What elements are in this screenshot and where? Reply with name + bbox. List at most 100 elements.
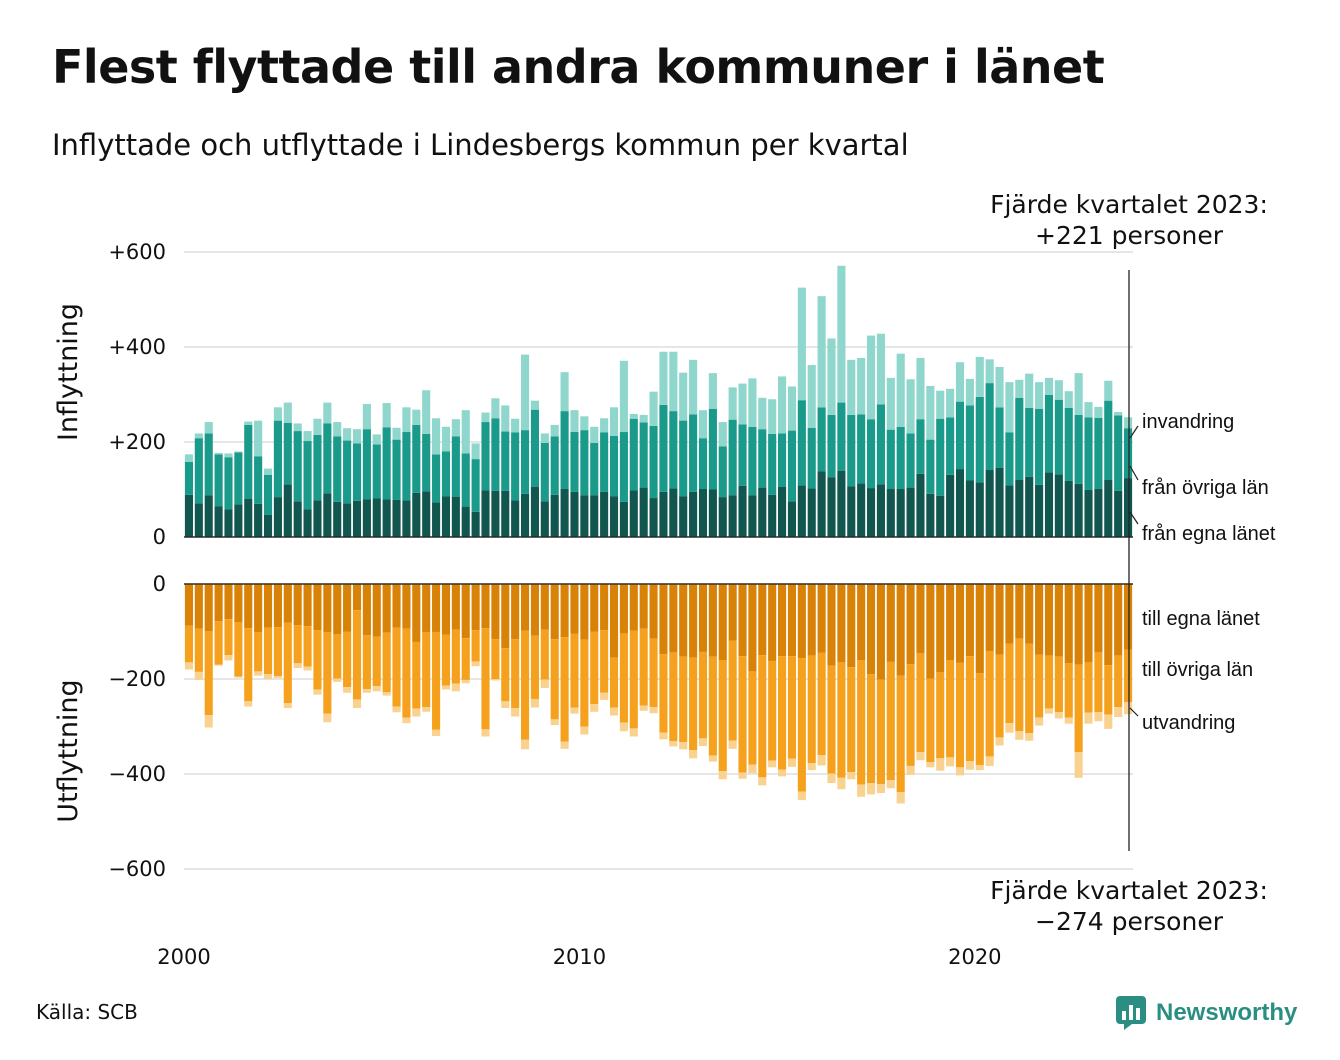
y-tick-bottom: −600 (108, 857, 166, 881)
bar-outflow (432, 631, 441, 730)
bar-inflow (372, 444, 381, 499)
bar-inflow (698, 489, 708, 537)
bar-outflow (520, 630, 530, 740)
bar-outflow (441, 584, 451, 635)
bar-outflow (698, 651, 708, 739)
bar-inflow (718, 422, 727, 447)
bar-outflow (639, 584, 648, 629)
bar-outflow (906, 584, 915, 665)
bar-inflow (323, 423, 332, 494)
bar-outflow (501, 701, 510, 708)
legend-invandring: invandring (1142, 411, 1234, 433)
bar-outflow (530, 584, 539, 636)
bar-inflow (560, 489, 569, 537)
bar-outflow (560, 637, 569, 742)
bar-inflow (254, 456, 263, 504)
bar-inflow (1084, 417, 1093, 490)
bar-inflow (946, 474, 955, 537)
bar-outflow (629, 630, 638, 729)
bar-outflow (1044, 584, 1054, 656)
annotation-bottom-line2: −274 personer (1035, 907, 1224, 936)
y-tick-top: 0 (153, 525, 166, 549)
bar-inflow (857, 357, 866, 415)
legend-fran-egna-lanet: från egna länet (1142, 523, 1276, 545)
bar-outflow (204, 715, 213, 728)
bar-outflow (1094, 712, 1103, 722)
bar-outflow (511, 707, 520, 717)
bar-inflow (471, 511, 480, 537)
bar-outflow (283, 622, 292, 704)
bar-outflow (481, 584, 490, 629)
bar-inflow (866, 335, 876, 420)
bar-outflow (886, 584, 895, 662)
bar-outflow (679, 584, 688, 657)
bar-outflow (946, 660, 955, 758)
bar-inflow (1084, 489, 1093, 537)
bar-inflow (975, 396, 984, 483)
bar-outflow (698, 738, 708, 746)
bar-outflow (1104, 714, 1113, 729)
bar-inflow (1044, 472, 1054, 537)
bar-outflow (244, 584, 253, 629)
bar-inflow (817, 471, 826, 537)
bar-outflow (372, 584, 381, 637)
bar-inflow (629, 413, 638, 419)
bar-outflow (293, 663, 302, 669)
bar-outflow (224, 619, 233, 656)
bar-outflow (748, 764, 757, 774)
bar-inflow (570, 491, 579, 538)
bar-inflow (263, 468, 273, 475)
bar-inflow (313, 500, 322, 537)
bar-inflow (194, 433, 203, 439)
bar-inflow (234, 504, 243, 537)
bar-outflow (451, 584, 460, 630)
bar-outflow (204, 584, 213, 632)
bar-outflow (1005, 584, 1014, 644)
bar-outflow (857, 784, 866, 797)
bar-outflow (738, 584, 747, 657)
bar-inflow (955, 401, 965, 470)
bar-outflow (778, 584, 787, 657)
bar-outflow (886, 780, 895, 789)
y-tick-top: +600 (108, 240, 166, 264)
bar-inflow (520, 430, 530, 494)
bar-inflow (866, 419, 876, 489)
bar-inflow (1044, 377, 1054, 395)
bar-inflow (254, 503, 263, 537)
bar-outflow (758, 777, 767, 786)
bar-outflow (748, 671, 757, 765)
bar-outflow (896, 675, 905, 793)
bar-inflow (936, 495, 945, 537)
bar-outflow (204, 631, 213, 716)
bar-inflow (837, 402, 846, 471)
bar-outflow (768, 660, 777, 761)
bar-outflow (965, 656, 974, 762)
bar-outflow (1015, 731, 1024, 740)
bar-inflow (728, 495, 737, 537)
bar-inflow (975, 356, 984, 397)
bar-outflow (629, 584, 638, 631)
bar-inflow (214, 452, 223, 455)
bar-inflow (1054, 474, 1063, 537)
bar-inflow (392, 427, 401, 440)
bar-outflow (501, 584, 510, 649)
bar-inflow (382, 403, 391, 428)
bar-inflow (768, 399, 777, 434)
bar-inflow (797, 400, 806, 486)
bar-outflow (194, 671, 203, 680)
bar-outflow (629, 728, 638, 737)
bar-inflow (441, 426, 451, 452)
bar-inflow (1005, 432, 1014, 486)
bar-outflow (224, 584, 233, 620)
bar-inflow (461, 453, 470, 507)
bar-outflow (382, 584, 391, 633)
bar-inflow (1114, 415, 1123, 491)
bar-outflow (659, 654, 668, 733)
bar-outflow (481, 729, 490, 737)
bar-inflow (817, 407, 826, 472)
bar-inflow (965, 480, 974, 537)
bar-inflow (679, 372, 688, 421)
bar-inflow (382, 427, 391, 500)
bar-inflow (1064, 480, 1073, 537)
bar-inflow (550, 494, 559, 537)
